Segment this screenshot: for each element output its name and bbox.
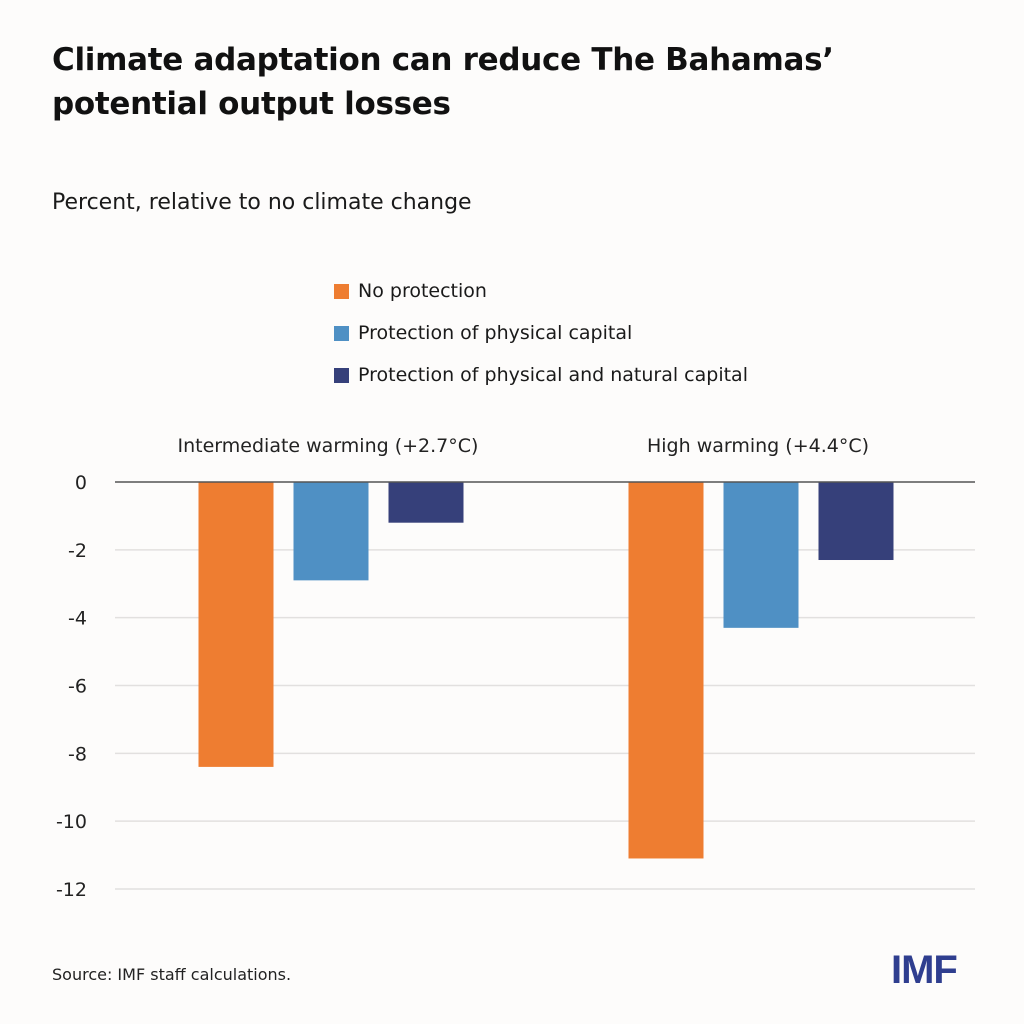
legend-swatch bbox=[334, 325, 349, 341]
legend-item-physical-natural-capital: Protection of physical and natural capit… bbox=[334, 354, 748, 396]
y-tick-label: -12 bbox=[56, 879, 87, 901]
y-tick-label: -4 bbox=[68, 608, 87, 630]
category-label: Intermediate warming (+2.7°C) bbox=[178, 435, 479, 457]
chart-subtitle: Percent, relative to no climate change bbox=[52, 190, 472, 215]
legend-swatch bbox=[334, 367, 349, 383]
y-tick-label: -6 bbox=[68, 676, 87, 698]
imf-logo: IMF bbox=[891, 948, 958, 992]
legend-label: No protection bbox=[358, 280, 487, 302]
legend-item-physical-capital: Protection of physical capital bbox=[334, 312, 748, 354]
bar bbox=[293, 482, 369, 581]
chart-title: Climate adaptation can reduce The Bahama… bbox=[52, 42, 834, 122]
bar bbox=[388, 482, 464, 523]
bar bbox=[198, 482, 274, 767]
bar bbox=[628, 482, 704, 859]
y-tick-label: 0 bbox=[75, 472, 87, 494]
category-label: High warming (+4.4°C) bbox=[647, 435, 869, 457]
legend-label: Protection of physical capital bbox=[358, 322, 633, 344]
bar bbox=[723, 482, 799, 628]
legend-item-no-protection: No protection bbox=[334, 270, 748, 312]
legend-label: Protection of physical and natural capit… bbox=[358, 364, 748, 386]
source-note: Source: IMF staff calculations. bbox=[52, 965, 292, 984]
bar bbox=[818, 482, 894, 561]
y-tick-label: -10 bbox=[56, 811, 87, 833]
y-tick-label: -8 bbox=[68, 743, 87, 765]
legend: No protection Protection of physical cap… bbox=[334, 270, 748, 396]
y-tick-label: -2 bbox=[68, 540, 87, 562]
legend-swatch bbox=[334, 283, 349, 299]
